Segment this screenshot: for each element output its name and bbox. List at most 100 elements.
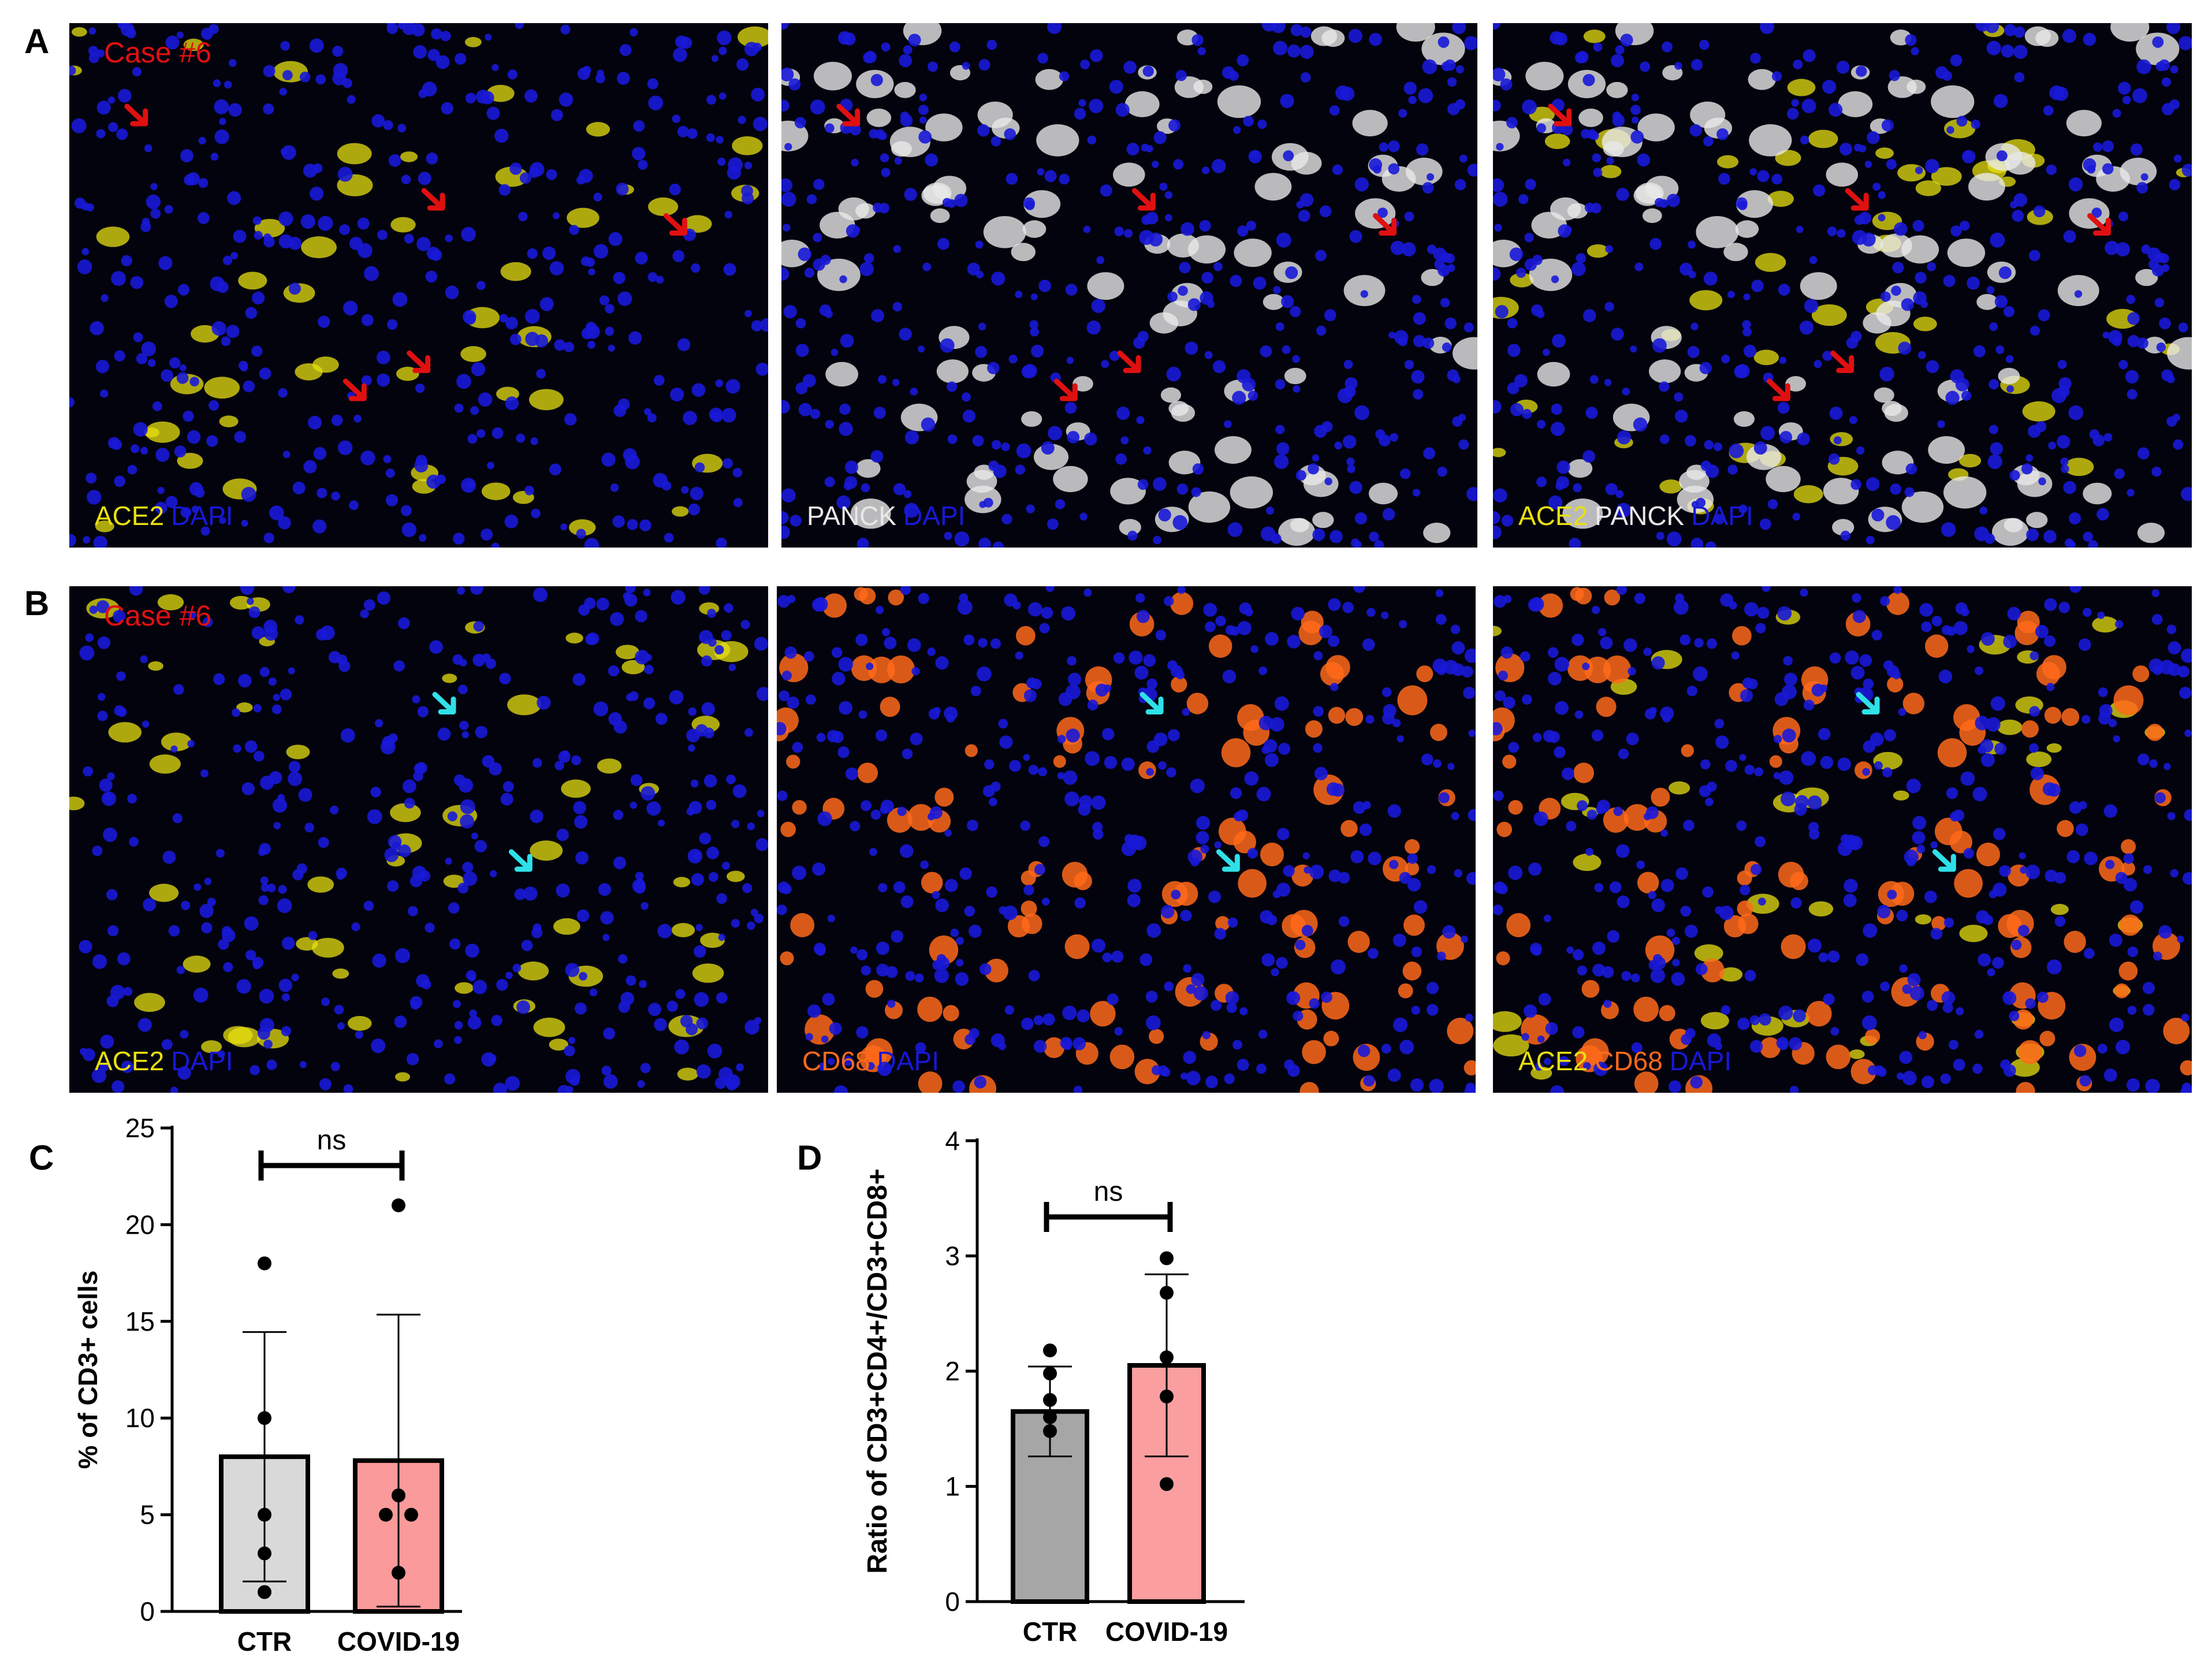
data-point xyxy=(258,1411,271,1425)
stain-legend: ACE2 DAPI xyxy=(95,1045,240,1077)
arrow-icon xyxy=(1856,692,1880,715)
micrograph-a3-image xyxy=(1493,23,2192,548)
arrow-icon xyxy=(1845,188,1869,211)
stain-label: DAPI xyxy=(171,1046,233,1076)
arrow-icon xyxy=(1131,188,1156,211)
arrow-icon xyxy=(508,849,532,872)
micrograph-b1: Case #6 ACE2 DAPI xyxy=(69,586,768,1093)
micrograph-b1-image xyxy=(69,586,768,1093)
significance-label: ns xyxy=(317,1125,347,1156)
case-label: Case #6 xyxy=(104,600,212,632)
data-point xyxy=(1160,1251,1174,1265)
stain-label: CD68 xyxy=(802,1046,870,1076)
stain-legend: PANCK DAPI xyxy=(807,500,972,531)
micrograph-a1-image xyxy=(69,23,768,548)
arrow-icon xyxy=(663,213,687,236)
data-point xyxy=(258,1507,271,1522)
x-tick-label: CTR xyxy=(237,1626,292,1656)
stain-label: DAPI xyxy=(1691,501,1753,531)
stain-label: PANCK xyxy=(807,501,897,531)
x-tick-label: COVID-19 xyxy=(1105,1617,1228,1647)
stain-label: ACE2 xyxy=(1518,1046,1588,1076)
stain-label: ACE2 xyxy=(95,1046,165,1076)
stain-label: DAPI xyxy=(171,501,233,531)
stain-label: DAPI xyxy=(877,1046,939,1076)
data-point xyxy=(1160,1286,1174,1300)
arrow-icon xyxy=(1053,378,1078,401)
x-tick-label: CTR xyxy=(1023,1617,1078,1647)
arrow-icon xyxy=(1216,849,1240,872)
y-tick-label: 3 xyxy=(945,1241,960,1271)
arrow-icon xyxy=(836,103,861,126)
chart-c: 0 5 10 15 20 25 % of CD3+ cells CTR COVID-19 ns xyxy=(73,1113,462,1656)
chart-d: 0 1 2 3 4 Ratio of CD3+CD4+/CD3+CD8+ CTR COVID-… xyxy=(862,1126,1245,1647)
y-axis-label: Ratio of CD3+CD4+/CD3+CD8+ xyxy=(862,1168,893,1574)
tissue-texture xyxy=(1493,586,2192,1093)
arrow-icon xyxy=(2087,213,2111,236)
case-label: Case #6 xyxy=(104,36,212,69)
stain-legend: ACE2 CD68 DAPI xyxy=(1518,1045,1738,1077)
y-tick-label: 4 xyxy=(945,1126,960,1156)
micrograph-b2-image xyxy=(777,586,1476,1093)
y-tick-label: 0 xyxy=(140,1596,155,1626)
tissue-texture xyxy=(781,23,1477,548)
x-tick-label: COVID-19 xyxy=(337,1626,460,1656)
panel-letter-c: C xyxy=(29,1138,54,1177)
data-point xyxy=(404,1507,418,1522)
arrow-icon xyxy=(1766,378,1790,401)
data-point xyxy=(1160,1350,1174,1365)
data-point xyxy=(392,1488,405,1503)
arrow-icon xyxy=(1548,103,1572,126)
data-point xyxy=(258,1256,271,1271)
tissue-texture xyxy=(1493,23,2192,548)
panel-letter-b: B xyxy=(24,584,50,623)
stain-label: ACE2 xyxy=(1518,501,1588,531)
y-tick-label: 1 xyxy=(945,1472,960,1502)
arrow-icon xyxy=(1117,350,1141,373)
arrow-icon xyxy=(432,692,456,715)
micrograph-a2-image xyxy=(781,23,1477,548)
y-tick-label: 20 xyxy=(125,1209,155,1239)
y-tick-label: 2 xyxy=(945,1356,960,1386)
arrow-icon xyxy=(1830,350,1854,373)
arrow-icon xyxy=(421,188,445,211)
data-point xyxy=(1043,1393,1057,1407)
stain-legend: ACE2 DAPI xyxy=(95,500,240,531)
arrow-icon xyxy=(124,103,148,126)
tissue-texture xyxy=(69,23,768,548)
micrograph-a2: PANCK DAPI xyxy=(781,23,1477,548)
data-point xyxy=(392,1566,405,1580)
arrow-icon xyxy=(1932,849,1956,872)
y-tick-label: 25 xyxy=(125,1113,155,1143)
data-point xyxy=(1043,1343,1057,1358)
data-point xyxy=(392,1198,405,1212)
arrow-icon xyxy=(1373,213,1397,236)
y-axis-label: % of CD3+ cells xyxy=(73,1271,103,1469)
significance-label: ns xyxy=(1094,1177,1123,1207)
y-tick-label: 0 xyxy=(945,1587,960,1617)
data-point xyxy=(1043,1424,1057,1438)
stain-legend: ACE2 PANCK DAPI xyxy=(1518,500,1760,531)
tissue-texture xyxy=(777,586,1476,1093)
micrograph-b3-image xyxy=(1493,586,2192,1093)
panel-letter-a: A xyxy=(24,22,50,61)
data-point xyxy=(379,1507,393,1522)
data-point xyxy=(1160,1477,1174,1491)
stain-label: CD68 xyxy=(1595,1046,1663,1076)
arrow-icon xyxy=(1139,692,1164,715)
data-point xyxy=(258,1546,271,1561)
micrograph-b3: ACE2 CD68 DAPI xyxy=(1493,586,2192,1093)
stain-label: DAPI xyxy=(903,501,966,531)
y-tick-label: 10 xyxy=(125,1403,155,1433)
stain-legend: CD68 DAPI xyxy=(802,1045,946,1077)
y-tick-label: 15 xyxy=(125,1306,155,1337)
y-tick-label: 5 xyxy=(140,1500,155,1530)
arrow-icon xyxy=(342,378,367,401)
data-point xyxy=(1043,1410,1057,1424)
data-point xyxy=(1043,1366,1057,1380)
micrograph-a3: ACE2 PANCK DAPI xyxy=(1493,23,2192,548)
stain-label: ACE2 xyxy=(95,501,165,531)
data-point xyxy=(258,1585,271,1599)
arrow-icon xyxy=(407,350,431,373)
stain-label: PANCK xyxy=(1595,501,1685,531)
